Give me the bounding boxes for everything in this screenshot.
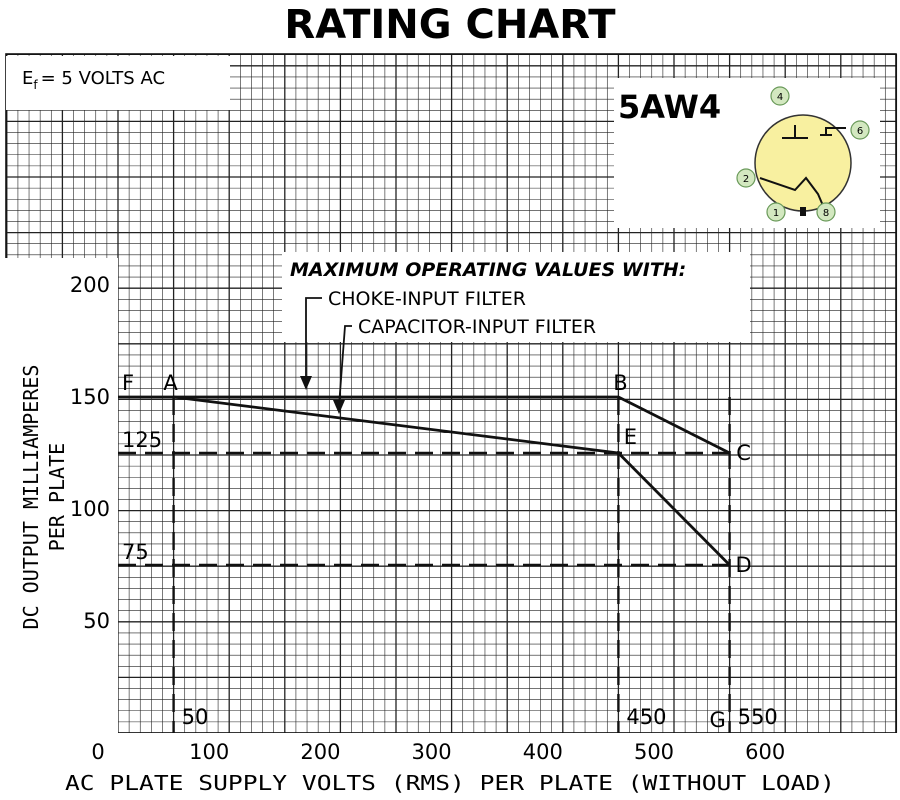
ef-note: Ef = 5 VOLTS AC [22,68,165,92]
point-label-e: E [624,425,637,449]
y-tick-label: 100 [70,497,110,521]
chart-title: RATING CHART [284,2,616,48]
pin-6-icon [850,120,870,140]
leader-choke [305,297,322,384]
pin-2-label: 2 [743,174,749,185]
cathode-plate-icon [782,125,846,139]
legend-leaders [300,297,352,414]
point-label-c: C [736,441,751,465]
legend-capacitor-input: CAPACITOR-INPUT FILTER [358,316,596,338]
point-label-f: F [122,371,134,395]
reference-lines [118,397,731,733]
tube-diagram: 5AW4 4 6 2 1 8 [618,86,870,222]
y-axis-label-line-2: PER PLATE [45,443,69,551]
annotation-heading: MAXIMUM OPERATING VALUES WITH: [290,259,686,281]
leader-capacitor-arrow-icon [333,400,345,414]
series-lines [118,395,731,566]
point-labels: F A B C E D G [122,371,752,732]
pin-group: 4 6 2 1 8 [736,86,870,222]
y-axis-label-line-1: DC OUTPUT MILLIAMPERES [19,365,43,630]
ref-label-x-50: 50 [182,705,209,729]
point-label-a: A [163,371,178,395]
y-axis-label-area [0,258,118,733]
tick-labels: 0 100 200 300 400 500 600 200 150 100 50 [70,273,785,764]
point-label-b: B [613,371,627,395]
ref-label-x-450: 450 [626,705,666,729]
filament-icon [759,176,825,209]
x-tick-label: 400 [523,740,563,764]
pin-4-icon [770,86,790,106]
pin-1-label: 1 [773,208,779,219]
pin-8-label: 8 [823,208,829,219]
pin-6-label: 6 [857,126,863,137]
legend-choke-input: CHOKE-INPUT FILTER [328,288,526,310]
tube-name: 5AW4 [618,88,721,126]
pin-4-label: 4 [777,92,783,103]
annotation-box [282,252,750,342]
x-tick-label: 600 [745,740,785,764]
pin-2-icon [736,168,756,188]
x-axis-label-area [0,733,900,800]
y-tick-label: 200 [70,273,110,297]
ref-label-y-75: 75 [122,540,149,564]
leader-capacitor [338,325,352,407]
x-tick-label: 100 [189,740,229,764]
series-line-0 [118,395,731,455]
leader-choke-arrow-icon [300,376,312,390]
y-axis-label: DC OUTPUT MILLIAMPERES PER PLATE [19,365,69,630]
series-line-1 [173,395,731,566]
x-axis-label: AC PLATE SUPPLY VOLTS (RMS) PER PLATE (W… [65,771,835,795]
point-label-d: D [736,553,752,577]
ef-note-box [6,56,230,110]
x-tick-label: 300 [412,740,452,764]
ref-label-y-125: 125 [122,428,162,452]
pin-1-icon [766,202,786,222]
reference-labels: 125 75 50 450 550 [122,428,778,729]
y-tick-label: 50 [83,609,110,633]
point-label-g: G [709,708,725,732]
x-tick-label: 500 [634,740,674,764]
key-icon [800,207,806,216]
x-tick-label: 200 [300,740,340,764]
y-tick-label: 150 [70,385,110,409]
x-tick-label: 0 [91,740,104,764]
pin-8-icon [816,202,836,222]
tube-base-icon [754,114,852,212]
ref-label-x-550: 550 [738,705,778,729]
